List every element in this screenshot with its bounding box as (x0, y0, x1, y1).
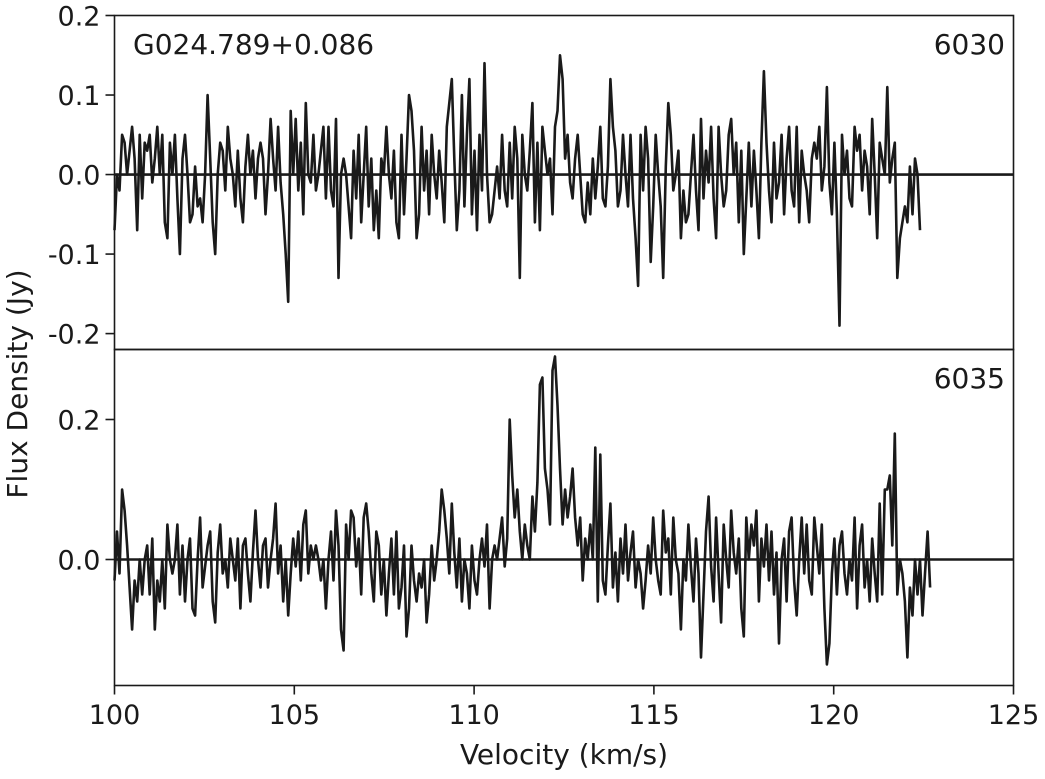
y-tick-label: -0.2 (48, 320, 101, 351)
x-axis: 100 105 110 115 120 125 (89, 685, 1040, 731)
panel-bottom-frame (113, 348, 1015, 687)
y-tick-label: 0.0 (58, 546, 101, 577)
x-axis-label: Velocity (km/s) (460, 738, 668, 771)
y-tick-label: 0.0 (58, 161, 101, 192)
panel-top-spectrum-line (113, 53, 922, 327)
panel-bottom-y-axis: 0.0 0.2 (58, 406, 115, 577)
panel-top-label: 6030 (934, 28, 1005, 61)
source-label: G024.789+0.086 (133, 28, 374, 61)
y-axis-label: Flux Density (Jy) (1, 269, 34, 498)
x-tick-label: 120 (808, 700, 860, 731)
y-tick-label: -0.1 (48, 240, 101, 271)
panel-top: -0.2 -0.1 0.0 0.1 0.2 G024.789+0.086 6030 (48, 2, 1015, 351)
y-tick-label: 0.2 (58, 406, 101, 437)
x-tick-label: 125 (988, 700, 1040, 731)
x-tick-label: 100 (89, 700, 141, 731)
x-tick-label: 115 (628, 700, 680, 731)
x-tick-label: 110 (448, 700, 500, 731)
y-tick-label: 0.2 (58, 2, 101, 33)
panel-bottom-label: 6035 (934, 362, 1005, 395)
panel-bottom-spectrum-line (113, 355, 932, 666)
panel-bottom: 0.0 0.2 6035 (58, 348, 1015, 687)
panel-top-y-axis: -0.2 -0.1 0.0 0.1 0.2 (48, 2, 115, 351)
x-tick-label: 105 (269, 700, 321, 731)
y-tick-label: 0.1 (58, 81, 101, 112)
